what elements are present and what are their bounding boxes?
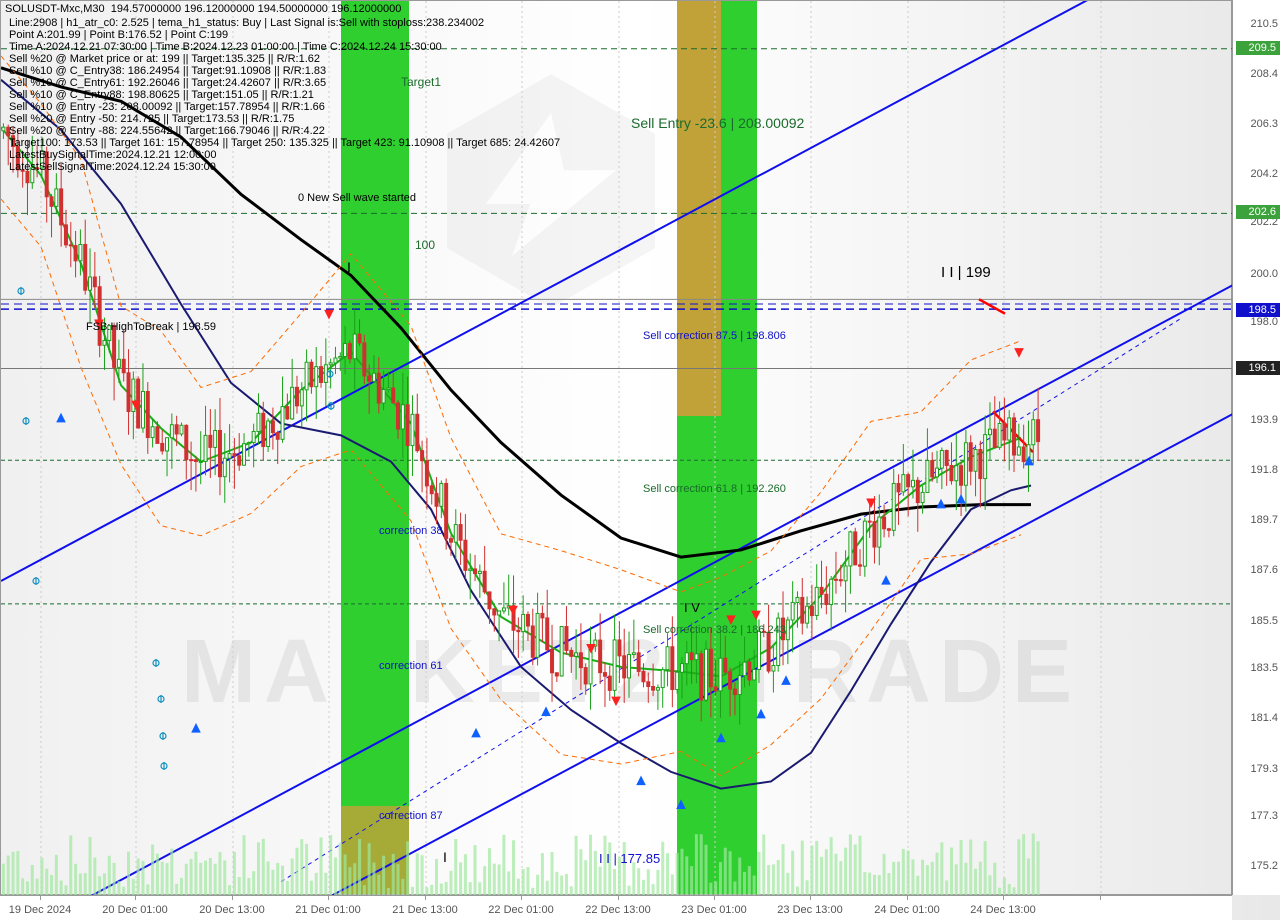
price-label: 183.5 xyxy=(1250,662,1278,674)
info-line: Point A:201.99 | Point B:176.52 | Point … xyxy=(9,29,228,41)
price-label: 198.0 xyxy=(1250,316,1278,328)
chart-area[interactable]: MARKET24TRADE SOLUSDT-Mxc,M30 194.570000… xyxy=(0,0,1232,895)
info-line: Sell %10 @ Entry -23: 208.00092 || Targe… xyxy=(9,101,325,113)
price-axis: 210.5208.4206.3204.2202.2200.0198.0195.9… xyxy=(1232,0,1280,895)
info-line: Time A:2024.12.21 07:30:00 | Time B:2024… xyxy=(9,41,442,53)
price-label: 193.9 xyxy=(1250,414,1278,426)
info-line: Sell %10 @ C_Entry61: 192.26046 || Targe… xyxy=(9,77,326,89)
watermark-text: MARKET24TRADE xyxy=(181,621,1080,724)
price-marker: 209.5 xyxy=(1236,41,1280,55)
price-label: 204.2 xyxy=(1250,168,1278,180)
chart-annotation: I xyxy=(443,849,447,865)
info-line: LatestBuySignalTime:2024.12.21 12:00:00 xyxy=(9,149,217,161)
time-label: 20 Dec 01:00 xyxy=(102,904,167,916)
info-line: LatestSellSignalTime:2024.12.24 15:30:00 xyxy=(9,161,216,173)
chart-annotation: correction 38 xyxy=(379,525,443,537)
price-marker: 202.6 xyxy=(1236,205,1280,219)
info-line: Sell %10 @ C_Entry88: 198.80625 || Targe… xyxy=(9,89,314,101)
chart-annotation: I xyxy=(347,259,351,275)
price-label: 210.5 xyxy=(1250,18,1278,30)
chart-annotation: Sell correction 38.2 | 186.243 xyxy=(643,624,786,636)
price-label: 206.3 xyxy=(1250,118,1278,130)
time-label: 20 Dec 13:00 xyxy=(199,904,264,916)
chart-annotation: correction 87 xyxy=(379,810,443,822)
time-label: 21 Dec 13:00 xyxy=(392,904,457,916)
highlight-zone xyxy=(341,1,409,894)
chart-annotation: I I | 177.85 xyxy=(599,851,660,866)
price-label: 189.7 xyxy=(1250,514,1278,526)
price-label: 208.4 xyxy=(1250,68,1278,80)
time-label: 24 Dec 01:00 xyxy=(874,904,939,916)
highlight-zone xyxy=(677,1,721,416)
chart-annotation: Target1 xyxy=(401,75,441,89)
time-label: 19 Dec 2024 xyxy=(9,904,71,916)
price-label: 191.8 xyxy=(1250,464,1278,476)
price-label: 177.3 xyxy=(1250,810,1278,822)
info-line: Sell %20 @ Entry -50: 214.725 || Target:… xyxy=(9,113,294,125)
info-line: Sell %10 @ C_Entry38: 186.24954 || Targe… xyxy=(9,65,326,77)
time-label: 24 Dec 13:00 xyxy=(970,904,1035,916)
chart-annotation: Sell correction 61.8 | 192.260 xyxy=(643,483,786,495)
symbol-header: SOLUSDT-Mxc,M30 194.57000000 196.1200000… xyxy=(5,3,401,15)
price-marker: 196.1 xyxy=(1236,361,1280,375)
price-label: 185.5 xyxy=(1250,615,1278,627)
info-line: Target100: 173.53 || Target 161: 157.789… xyxy=(9,137,560,149)
price-label: 179.3 xyxy=(1250,763,1278,775)
price-marker: 198.5 xyxy=(1236,303,1280,317)
price-label: 181.4 xyxy=(1250,712,1278,724)
chart-annotation: Sell correction 87.5 | 198.806 xyxy=(643,330,786,342)
chart-annotation: correction 61 xyxy=(379,660,443,672)
chart-annotation: 0 New Sell wave started xyxy=(298,192,416,204)
time-label: 21 Dec 01:00 xyxy=(295,904,360,916)
chart-annotation: I V xyxy=(684,600,700,615)
info-line: Sell %20 @ Market price or at: 199 || Ta… xyxy=(9,53,320,65)
chart-annotation: 100 xyxy=(415,238,435,252)
chart-annotation: I I | 199 xyxy=(941,264,991,281)
time-label: 22 Dec 01:00 xyxy=(488,904,553,916)
time-label: 23 Dec 01:00 xyxy=(681,904,746,916)
info-line: Sell %20 @ Entry -88: 224.55642 || Targe… xyxy=(9,125,325,137)
watermark-logo xyxy=(421,61,681,321)
price-label: 187.6 xyxy=(1250,564,1278,576)
chart-container: MARKET24TRADE SOLUSDT-Mxc,M30 194.570000… xyxy=(0,0,1280,920)
chart-annotation: Sell Entry -23.6 | 208.00092 xyxy=(631,115,804,131)
price-label: 175.2 xyxy=(1250,860,1278,872)
time-label: 22 Dec 13:00 xyxy=(585,904,650,916)
time-axis: 19 Dec 2024 20 Dec 01:00 20 Dec 13:00 21 De… xyxy=(0,895,1232,920)
info-line: Line:2908 | h1_atr_c0: 2.525 | tema_h1_s… xyxy=(9,17,484,29)
price-label: 200.0 xyxy=(1250,268,1278,280)
chart-annotation: FSB:HighToBreak | 198.59 xyxy=(86,321,216,333)
time-label: 23 Dec 13:00 xyxy=(777,904,842,916)
